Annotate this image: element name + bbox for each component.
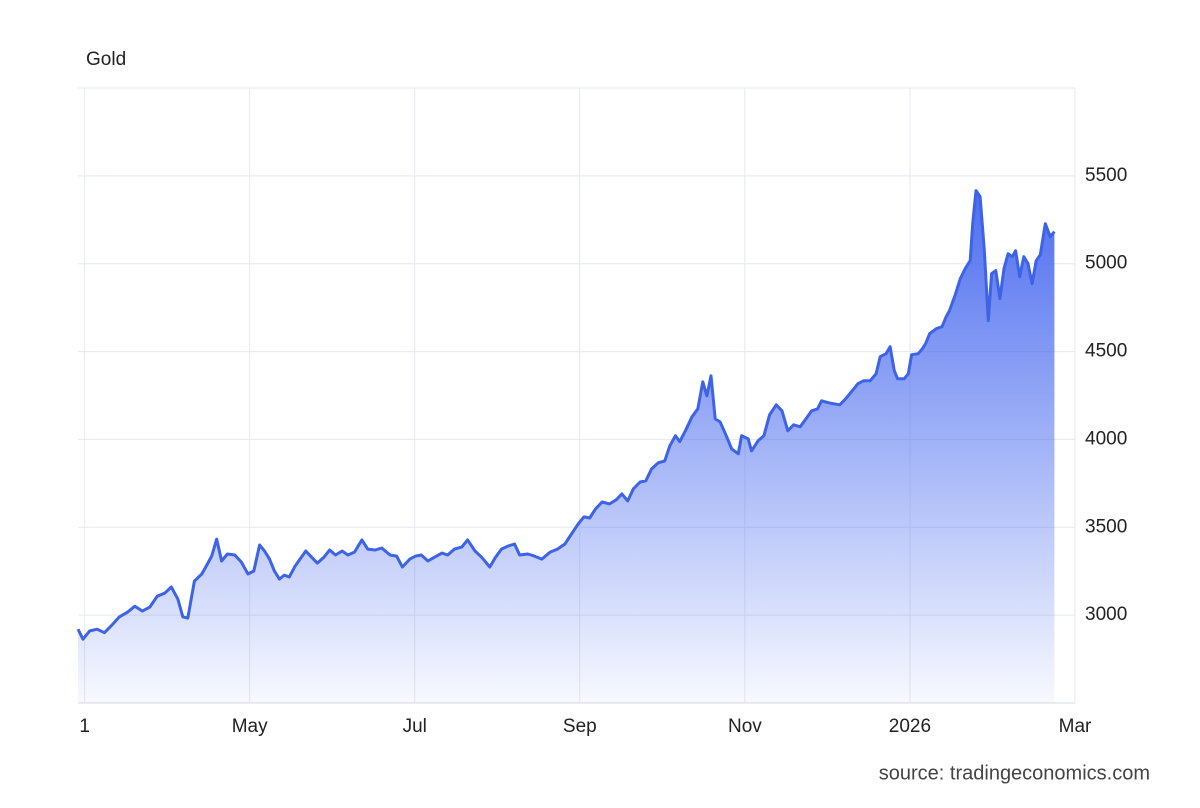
x-tick-label: Jul xyxy=(403,716,427,737)
source: source: tradingeconomics.com xyxy=(879,762,1150,784)
y-tick-label: 4500 xyxy=(1085,341,1127,362)
x-tick-label: Sep xyxy=(563,716,597,737)
y-tick-label: 4000 xyxy=(1085,428,1127,449)
line xyxy=(76,189,1056,641)
y-tick-label: 3000 xyxy=(1085,604,1127,625)
x-tick-label: Nov xyxy=(728,716,762,737)
y-tick-label: 3500 xyxy=(1085,516,1127,537)
y-tick-label: 5000 xyxy=(1085,253,1127,274)
x-tick-label: 1 xyxy=(79,716,90,737)
x-tick-label: Mar xyxy=(1059,716,1092,737)
y-tick-label: 5500 xyxy=(1085,165,1127,186)
x-tick-label: 2026 xyxy=(889,716,931,737)
area xyxy=(78,190,1055,704)
x-tick-label: May xyxy=(232,716,268,737)
chart-title: Gold xyxy=(86,49,126,70)
